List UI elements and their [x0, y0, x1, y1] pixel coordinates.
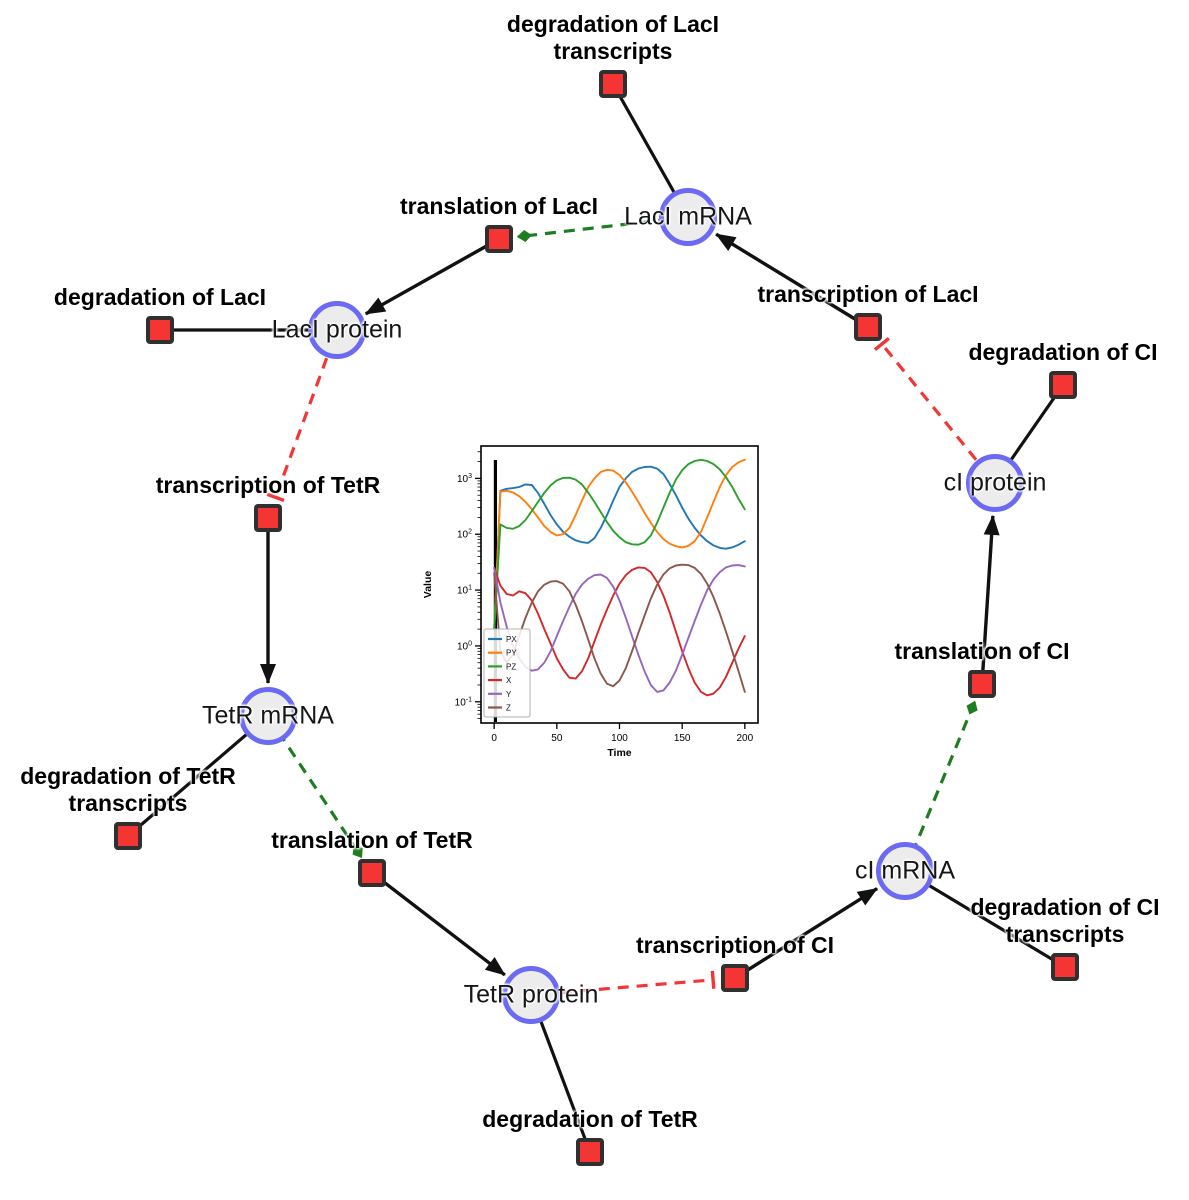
reaction-node-txn-ci[interactable] [721, 964, 749, 992]
x-tick-label: 100 [611, 733, 628, 744]
legend-box [483, 628, 531, 718]
reaction-label: translation of TetR [271, 827, 472, 854]
reaction-label-line: translation of LacI [399, 193, 599, 219]
reaction-node-txn-laci[interactable] [854, 313, 882, 341]
legend-label: X [506, 676, 512, 685]
reaction-node-deg-tetr-tx[interactable] [114, 822, 142, 850]
edge-s-tetr-mrna-to-r-deg-tetr-tx [126, 714, 270, 838]
reaction-label: transcription of CI [636, 932, 834, 959]
y-axis-label: Value [422, 571, 434, 599]
species-label: TetR protein [463, 980, 599, 1009]
species-node-ci-prot[interactable] [966, 454, 1024, 512]
species-node-tetr-prot[interactable] [502, 966, 560, 1024]
species-node-laci-prot[interactable] [308, 301, 366, 359]
species-node-tetr-mrna[interactable] [239, 687, 297, 745]
series-line-py [493, 458, 746, 631]
reaction-label-line: transcription of CI [635, 932, 835, 958]
reaction-label-line: transcripts [1005, 921, 1125, 947]
legend-label: PX [506, 635, 517, 644]
species-label: TetR mRNA [202, 701, 334, 730]
reaction-label-line: degradation of CI [968, 339, 1158, 365]
edge-s-tetr-prot-to-r-txn-ci [560, 978, 714, 995]
species-label: cI protein [943, 468, 1047, 497]
reaction-label: degradation of LacI transcripts [507, 11, 719, 65]
x-tick-label: 50 [551, 733, 563, 744]
legend-label: Y [506, 690, 512, 699]
edge-r-txn-laci-to-s-laci-mrna [715, 232, 869, 329]
legend-label: PZ [506, 662, 516, 671]
reaction-label-line: transcripts [68, 790, 188, 816]
y-tick-label: 103 [457, 473, 472, 485]
y-tick-label: 10-1 [455, 696, 472, 708]
legend-label: Z [506, 704, 511, 713]
species-node-ci-mrna[interactable] [876, 842, 934, 900]
reaction-label-line: translation of TetR [271, 827, 473, 853]
edge-s-laci-prot-to-r-txn-tetr [274, 357, 329, 498]
series-line-z [493, 563, 746, 693]
edge-r-transl-tetr-to-s-tetr-prot [370, 871, 506, 977]
reaction-label: translation of CI [894, 638, 1069, 665]
reaction-label: degradation of TetR [482, 1106, 698, 1133]
inhibition-tee-icon [873, 337, 890, 352]
series-line-x [493, 566, 746, 697]
edge-r-txn-ci-to-s-ci-mrna [734, 887, 878, 980]
reaction-node-deg-laci[interactable] [146, 316, 174, 344]
reaction-node-deg-ci[interactable] [1049, 371, 1077, 399]
reaction-label-line: translation of CI [894, 638, 1070, 664]
reaction-label: degradation of LacI [54, 284, 266, 311]
reaction-label: translation of LacI [400, 193, 598, 220]
reaction-node-txn-tetr[interactable] [254, 504, 282, 532]
reaction-label: degradation of TetR transcripts [20, 763, 236, 817]
reaction-label-line: degradation of CI [970, 894, 1160, 920]
reaction-label-line: degradation of TetR [482, 1106, 698, 1132]
species-label: LacI mRNA [624, 202, 752, 231]
reaction-node-transl-ci[interactable] [968, 670, 996, 698]
series-line-y [493, 564, 746, 693]
edge-s-ci-mrna-to-r-transl-ci [903, 700, 978, 872]
reaction-label-line: transcription of LacI [757, 281, 979, 307]
species-node-laci-mrna[interactable] [659, 188, 717, 246]
reaction-label-line: transcripts [553, 38, 673, 64]
time-series-chart: 10-1 100 101 102 103 0 50 100 150 200 Time Value PX P… [420, 430, 770, 765]
reaction-label: degradation of CI transcripts [970, 894, 1159, 948]
series-line-px [493, 465, 746, 631]
inhibition-tee-icon [266, 492, 285, 503]
edge-r-transl-laci-to-s-laci-prot [364, 237, 500, 316]
legend-label: PY [506, 649, 517, 658]
reaction-node-deg-ci-tx[interactable] [1051, 953, 1079, 981]
reaction-label-line: degradation of LacI [506, 11, 720, 37]
y-tick-label: 101 [457, 585, 472, 597]
edge-s-ci-prot-to-r-txn-laci [880, 343, 978, 461]
reaction-label: transcription of LacI [757, 281, 978, 308]
x-tick-label: 200 [736, 733, 753, 744]
y-tick-label: 100 [457, 640, 472, 652]
reaction-label-line: degradation of TetR [20, 763, 236, 789]
x-tick-label: 150 [674, 733, 691, 744]
reaction-node-transl-tetr[interactable] [358, 859, 386, 887]
x-axis-label: Time [607, 747, 631, 759]
series-line-pz [493, 458, 746, 631]
reaction-label-line: transcription of TetR [155, 472, 381, 498]
reaction-label-line: degradation of LacI [53, 284, 267, 310]
y-tick-label: 102 [457, 529, 472, 541]
x-tick-label: 0 [491, 733, 497, 744]
reaction-node-transl-laci[interactable] [485, 225, 513, 253]
species-label: cI mRNA [855, 856, 955, 885]
inhibition-tee-icon [710, 970, 716, 989]
reaction-label: transcription of TetR [156, 472, 380, 499]
edge-r-transl-ci-to-s-ci-prot [980, 514, 1000, 685]
species-label: LacI protein [271, 315, 403, 344]
reaction-label: degradation of CI [968, 339, 1157, 366]
reaction-node-deg-laci-tx[interactable] [599, 70, 627, 98]
reaction-node-deg-tetr[interactable] [576, 1138, 604, 1166]
edge-s-ci-mrna-to-r-deg-ci-tx [904, 869, 1066, 969]
